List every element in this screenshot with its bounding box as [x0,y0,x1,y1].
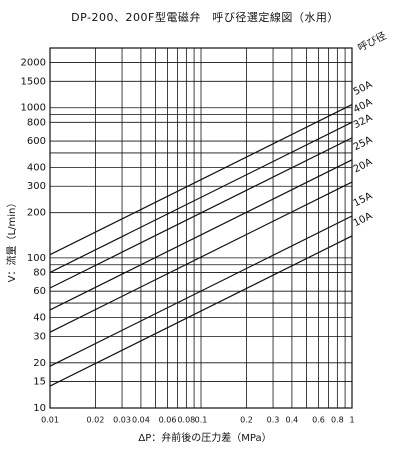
y-tick-label: 200 [27,208,46,219]
y-tick-label: 1500 [21,76,46,87]
x-tick-label: 0.02 [87,416,105,425]
x-axis-label: ΔP：弁前後の圧力差（MPa） [138,431,271,444]
series-label: 32A [352,112,375,131]
series-label: 50A [352,79,375,98]
y-tick-label: 300 [27,181,46,192]
series-line [49,121,353,273]
y-tick-label: 60 [33,286,46,297]
y-tick-label: 2000 [21,58,46,69]
x-tick-label: 0.08 [177,416,195,425]
legend-title: 呼び径 [355,29,388,54]
chart-title: DP-200、200F型電磁弁 呼び径選定線図（水用） [71,10,339,24]
x-tick-label: 0.03 [113,416,131,425]
series-label: 20A [352,157,375,176]
series-line [49,137,353,289]
y-tick-label: 400 [27,162,46,173]
plot-frame [49,47,353,409]
x-tick-label: 0.04 [132,416,150,425]
y-axis-label: V：流量（L/min） [5,198,18,283]
series-line [49,235,353,387]
x-tick-label: 0.6 [312,416,325,425]
series-label: 25A [352,134,375,153]
series-line [49,215,353,367]
y-tick-label: 600 [27,136,46,147]
x-tick-label: 0.2 [240,416,253,425]
series-line [49,159,353,311]
y-tick-label: 40 [33,313,46,324]
y-tick-label: 1000 [21,103,46,114]
x-tick-label: 0.06 [159,416,177,425]
y-tick-label: 10 [33,403,46,414]
x-tick-label: 0.01 [41,416,59,425]
y-tick-label: 80 [33,267,46,278]
y-tick-label: 15 [33,377,46,388]
x-tick-label: 0.8 [331,416,344,425]
series-line [49,104,353,256]
x-tick-label: 0.1 [195,416,208,425]
series-line [49,181,353,333]
y-tick-label: 20 [33,358,46,369]
x-tick-label: 0.4 [286,416,299,425]
y-tick-label: 30 [33,331,46,342]
series-label: 40A [352,97,375,116]
y-tick-label: 800 [27,117,46,128]
x-tick-label: 1 [349,416,354,425]
y-tick-label: 100 [27,253,46,264]
series-label: 10A [352,211,375,230]
x-tick-label: 0.3 [267,416,280,425]
series-label: 15A [352,191,375,210]
